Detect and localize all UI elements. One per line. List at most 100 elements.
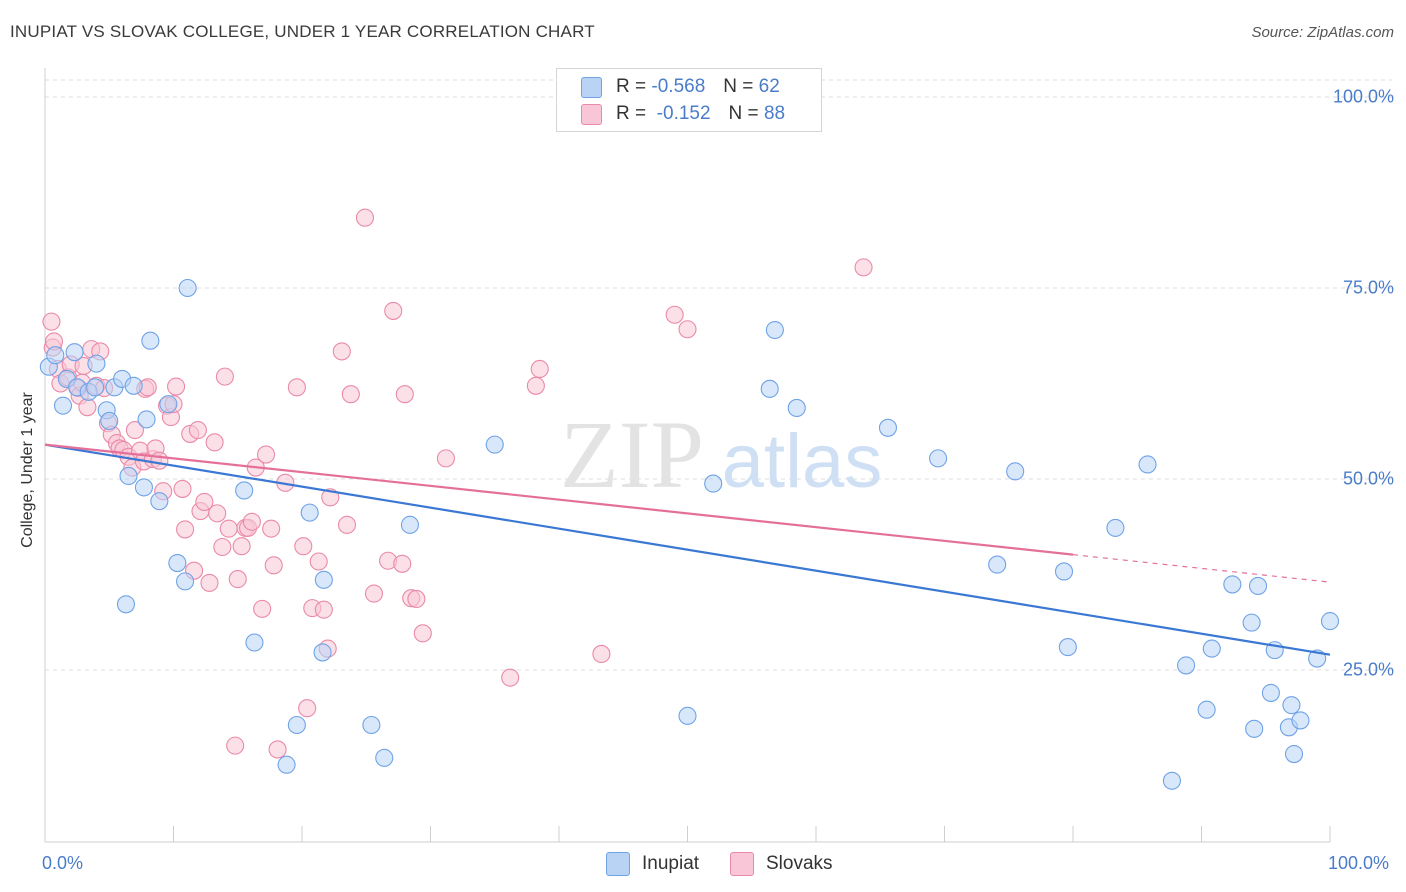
legend-r-value-inupiat: -0.568 [651,76,706,97]
slovaks-point [228,570,247,589]
slovaks-point [407,589,426,608]
slovaks-point [262,519,281,538]
slovaks-point [314,600,333,619]
inupiat-point [314,570,333,589]
y-tick-label: 50.0% [1342,468,1394,489]
inupiat-point [176,572,195,591]
inupiat-point [1282,696,1301,715]
inupiat-point [878,418,898,437]
inupiat-point [929,449,948,468]
slovaks-point [167,377,186,396]
slovaks-point [226,736,245,755]
inupiat-point [300,503,319,522]
slovaks-point [355,208,375,227]
slovaks-point [173,479,192,498]
inupiat-point [1054,562,1074,581]
y-tick-label: 25.0% [1342,659,1394,680]
inupiat-point [100,411,119,430]
inupiat-point [1242,613,1261,632]
inupiat-point [235,481,254,500]
x-tick-label-min: 0.0% [42,853,84,873]
slovaks-point [665,305,684,324]
inupiat-point [1058,638,1077,657]
inupiat-point [1162,771,1181,790]
legend-n-value-inupiat: 62 [758,76,780,97]
bottom-legend-label-slovaks: Slovaks [766,853,833,874]
inupiat-point [116,595,136,614]
inupiat-point [141,331,160,350]
inupiat-point [787,398,806,417]
slovaks-point [501,668,520,687]
legend-n-value-slovaks: 88 [763,103,786,124]
inupiat-point [1223,575,1242,594]
inupiat-point [178,278,197,298]
inupiat-point [760,379,779,398]
slovaks-point [219,519,238,538]
inupiat-point [400,515,419,534]
inupiat-point [485,435,504,454]
slovaks-point [436,449,455,468]
slovaks-point [395,385,414,404]
slovaks-point [213,537,232,557]
inupiat-point [150,492,169,511]
inupiat-point [1248,576,1268,596]
slovaks-point [526,376,545,395]
inupiat-point [1138,455,1157,474]
legend-r-label: R = [616,103,647,124]
legend-row-inupiat: R = -0.568 N = 62 [581,75,780,99]
slovaks-point [188,421,207,440]
slovaks-point [332,342,351,361]
watermark-atlas: atlas [722,419,883,504]
inupiat-point [1284,744,1304,764]
inupiat-point [168,553,187,573]
slovaks-point [215,367,234,386]
slovaks-point [530,359,549,379]
bottom-legend-swatch-inupiat [606,852,630,876]
inupiat-point [1245,719,1264,738]
inupiat-point [988,555,1007,574]
slovaks-point [337,515,357,534]
inupiat-point [287,715,306,735]
slovaks-point [195,492,214,511]
slovaks-point [341,385,360,404]
y-tick-label: 75.0% [1342,277,1394,298]
slovaks-trend-line [44,443,1074,556]
slovaks-point [200,573,219,592]
inupiat-trend-line [44,443,1331,656]
watermark: ZIP atlas [560,401,882,508]
inupiat-point [124,376,143,395]
inupiat-point [137,410,156,429]
grid-lines [45,79,1392,671]
slovaks-point [287,378,306,397]
slovaks-point [208,504,227,523]
inupiat-point [86,378,105,397]
inupiat-point [159,395,178,414]
legend-swatch-slovaks [581,103,602,125]
slovaks-point [294,537,313,556]
legend-swatch-inupiat [581,76,602,98]
slovaks-point [298,699,317,718]
inupiat-point [65,343,84,362]
slovaks-trend-line-extension [1072,554,1331,583]
legend-box: R = -0.568 N = 62 R = -0.152 N = 88 [556,68,822,132]
slovaks-point [150,451,169,470]
inupiat-point [704,474,723,493]
inupiat-point [678,706,697,725]
x-tick-label-max: 100.0% [1328,853,1390,873]
inupiat-point [1320,612,1340,631]
slovaks-point [205,433,224,452]
inupiat-point [362,715,381,735]
source-label: Source: ZipAtlas.com [1251,24,1394,41]
inupiat-point [46,346,65,365]
slovaks-point [125,421,144,440]
legend-row-slovaks: R = -0.152 N = 88 [581,102,785,126]
slovaks-point [413,624,432,643]
slovaks-point [42,312,61,331]
slovaks-point [364,584,384,603]
legend-n-label: N = [723,76,754,97]
bottom-legend-label-inupiat: Inupiat [642,853,700,874]
slovaks-point [854,258,873,277]
inupiat-point [1177,656,1196,675]
chart-title: INUPIAT VS SLOVAK COLLEGE, UNDER 1 YEAR … [10,22,595,41]
bottom-legend-swatch-slovaks [730,852,754,876]
